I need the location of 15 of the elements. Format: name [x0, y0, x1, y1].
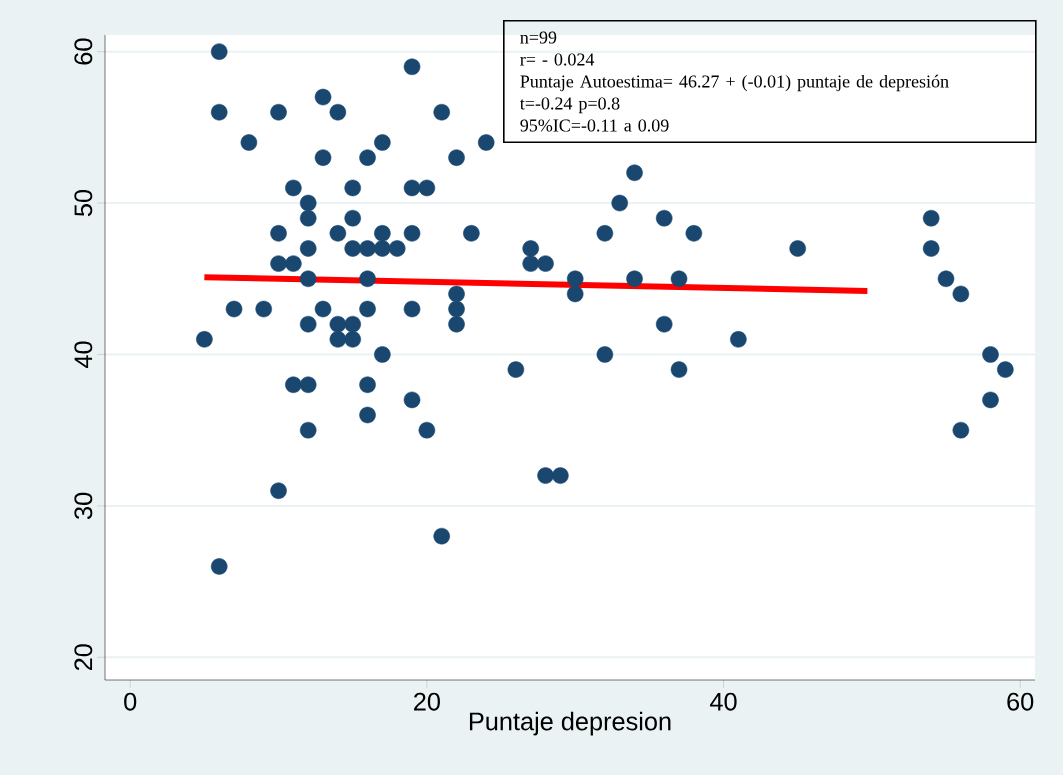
- x-tick-label: 60: [1007, 692, 1034, 711]
- annotation: r= - 0.024: [520, 53, 595, 66]
- y-tick-label: 50: [74, 189, 93, 217]
- y-tick-label: 60: [74, 38, 93, 65]
- annotation: n=99: [520, 31, 557, 44]
- y-tick-label: 20: [74, 644, 93, 671]
- y-tick-label: 40: [74, 341, 93, 368]
- x-axis-title: Puntaje depresion: [469, 711, 671, 736]
- x-tick-label: 20: [414, 692, 440, 711]
- annotation: 95%IC=-0.11 a 0.09: [520, 119, 669, 132]
- x-tick-label: 40: [710, 692, 737, 711]
- y-tick-label: 30: [74, 492, 93, 520]
- annotation: Puntaje Autoestima= 46.27 + (-0.01) puntaje de depresión: [520, 74, 949, 92]
- annotation: t=-0.24 p=0.8: [519, 97, 620, 114]
- x-tick-label: 0: [124, 692, 137, 711]
